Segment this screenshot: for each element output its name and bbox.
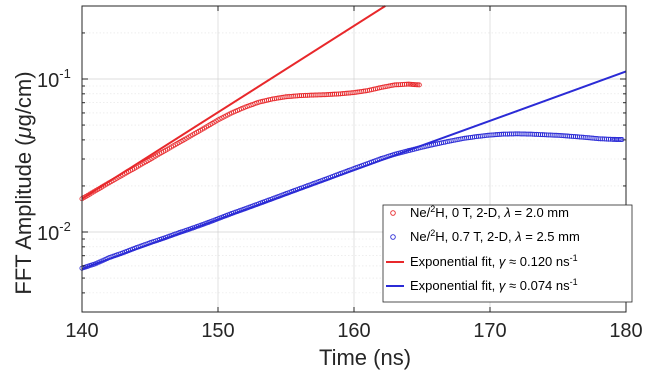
legend-label: Ne/2H, 0 T, 2-D, λ = 2.0 mm (410, 204, 569, 220)
legend-text-part: = 2.5 mm (522, 229, 580, 244)
legend-label: Ne/2H, 0.7 T, 2-D, λ = 2.5 mm (410, 228, 580, 244)
y-axis-label: FFT Amplitude (μg/cm) (11, 71, 36, 294)
data-point (416, 82, 422, 88)
legend-label: Exponential fit, γ ≈ 0.074 ns-1 (410, 277, 578, 293)
plot-area (79, 5, 627, 313)
legend-marker (390, 234, 396, 240)
data-point (410, 81, 416, 87)
legend-text-part: ≈ 0.074 ns (505, 278, 570, 293)
y-axis-label-part: FFT Amplitude ( (11, 138, 36, 295)
x-axis-label: Time (ns) (319, 345, 411, 370)
legend-text-part: Ne/ (410, 205, 431, 220)
legend-text-part: Exponential fit, (410, 278, 499, 293)
y-tick-label: 10-1 (37, 66, 71, 92)
fit-line (81, 5, 386, 200)
data-point (413, 82, 419, 88)
y-axis-label-mu: μ (11, 126, 36, 139)
series-3 (81, 5, 386, 200)
legend-greek: λ (503, 205, 510, 220)
y-tick-label: 10-2 (37, 219, 71, 245)
data-point (415, 82, 421, 88)
y-tick-label-base: 10 (37, 70, 59, 92)
x-tick-label: 140 (65, 320, 98, 342)
legend-superscript: -1 (570, 277, 578, 287)
data-point (405, 81, 411, 87)
fit-line (81, 70, 627, 270)
legend-text-part: H, 0.7 T, 2-D, (435, 229, 515, 244)
x-axis: 140 150 160 170 180 (65, 6, 643, 342)
legend-marker (390, 210, 396, 216)
legend-superscript: -1 (570, 253, 578, 263)
legend-text-part: Exponential fit, (410, 254, 499, 269)
legend-superscript: 2 (430, 228, 435, 238)
data-point (607, 136, 613, 142)
data-point (407, 81, 413, 87)
legend-greek: γ (499, 278, 507, 293)
y-tick-label-exponent: -1 (59, 66, 71, 81)
y-tick-label-base: 10 (37, 223, 59, 245)
series-4 (81, 70, 627, 270)
legend-box (382, 204, 633, 303)
y-axis-label-part: g/cm) (11, 71, 36, 126)
x-tick-label: 170 (473, 320, 506, 342)
legend-greek: λ (514, 229, 521, 244)
series-1 (79, 81, 422, 202)
data-point (409, 81, 415, 87)
y-axis: 10-210-1 (37, 32, 626, 313)
x-tick-label: 180 (609, 320, 642, 342)
legend-superscript: 2 (430, 204, 435, 214)
y-tick-label-exponent: -2 (59, 219, 71, 234)
data-point (403, 81, 409, 87)
legend-text-part: H, 0 T, 2-D, (435, 205, 504, 220)
legend-text-part: = 2.0 mm (511, 205, 569, 220)
legend-text-part: ≈ 0.120 ns (505, 254, 570, 269)
x-tick-label: 160 (337, 320, 370, 342)
legend-greek: γ (499, 254, 507, 269)
data-series (79, 5, 627, 271)
legend-text-part: Ne/ (410, 229, 431, 244)
data-point (412, 82, 418, 88)
legend-label: Exponential fit, γ ≈ 0.120 ns-1 (410, 253, 578, 269)
x-tick-label: 150 (201, 320, 234, 342)
